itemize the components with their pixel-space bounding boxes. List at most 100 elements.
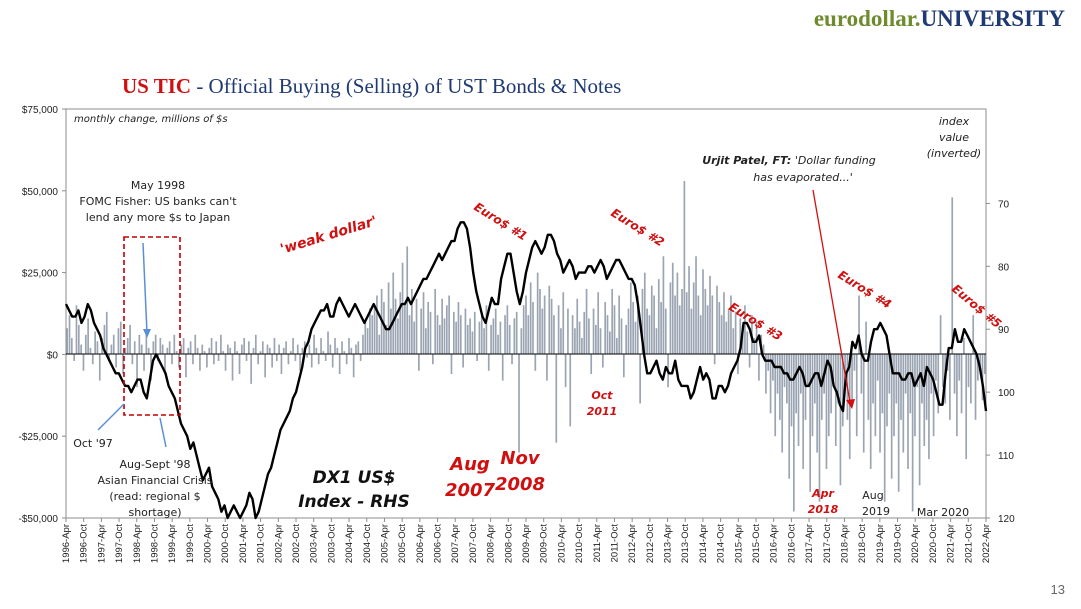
tic-bar: [965, 354, 968, 460]
may1998-highlight-box: [123, 236, 181, 416]
tic-bar: [252, 347, 255, 355]
tic-bar: [317, 354, 320, 365]
tic-bar: [567, 308, 569, 355]
tic-bar: [853, 354, 856, 371]
tic-bar: [385, 324, 388, 355]
tic-bar: [264, 354, 266, 378]
tic-bar: [832, 354, 835, 381]
may1998-line2: FOMC Fisher: US banks can't: [79, 195, 237, 208]
tic-bar: [560, 328, 562, 355]
left-tick-label: -$25,000: [19, 432, 59, 443]
tic-bar: [977, 354, 979, 381]
tic-bar: [506, 305, 509, 355]
right-tick-label: 120: [998, 514, 1015, 525]
brand-logo: eurodollar.UNIVERSITY: [814, 6, 1065, 32]
tic-bar: [527, 315, 530, 355]
tic-bar: [911, 354, 914, 512]
tic-bar: [522, 305, 525, 355]
tic-bar: [373, 305, 376, 355]
tic-bar: [625, 324, 627, 355]
tic-bar: [618, 295, 621, 355]
euro1-label: Euro$ #1: [471, 200, 529, 244]
tic-bar: [781, 354, 784, 453]
tic-bar: [602, 354, 604, 368]
tic-bar: [569, 354, 572, 427]
tic-bar: [98, 354, 101, 381]
tic-bar: [595, 324, 597, 355]
tic-bar: [357, 341, 360, 355]
left-tick-label: $50,000: [22, 187, 59, 198]
tic-bar: [806, 354, 809, 388]
tic-bar: [869, 354, 872, 469]
tic-bar: [620, 318, 623, 355]
tic-bar: [429, 311, 432, 355]
tic-bar: [266, 344, 269, 355]
tic-bar: [788, 354, 791, 479]
x-tick-label: 2008-Apr: [486, 524, 497, 563]
tic-bar: [213, 354, 215, 365]
tic-bar: [147, 347, 150, 355]
tic-bar: [329, 344, 332, 355]
euro4-label: Euro$ #4: [835, 268, 893, 312]
tic-bar: [166, 347, 169, 355]
tic-bar: [241, 344, 243, 355]
x-tick-label: 2004-Oct: [362, 524, 373, 563]
tic-bar: [578, 321, 581, 355]
tic-bar: [650, 285, 653, 355]
tic-bar: [809, 354, 811, 492]
tic-bar: [979, 354, 982, 371]
x-tick-label: 2012-Oct: [645, 524, 656, 563]
tic-bar: [939, 315, 942, 355]
x-tick-label: 2001-Apr: [238, 524, 249, 563]
tic-bar: [830, 354, 832, 414]
tic-bar: [483, 328, 485, 355]
tic-bar: [900, 354, 902, 420]
tic-bar: [310, 354, 313, 368]
nov2008-line2: 2008: [495, 474, 545, 495]
tic-bar: [80, 344, 82, 355]
tic-bar: [662, 256, 665, 355]
tic-bar: [972, 315, 975, 355]
x-tick-label: 2006-Apr: [415, 524, 426, 563]
tic-bar: [904, 354, 907, 394]
tic-bar: [795, 354, 798, 414]
tic-bar: [907, 354, 909, 469]
tic-bar: [699, 315, 702, 355]
tic-bar: [110, 344, 113, 355]
tic-bar: [84, 334, 87, 355]
tic-bar: [855, 354, 858, 437]
tic-bar: [140, 344, 143, 355]
brand-part1: eurodollar.: [813, 6, 921, 31]
tic-bar: [322, 351, 325, 355]
tic-bar: [690, 308, 693, 355]
tic-bar: [697, 295, 700, 355]
tic-bar: [476, 354, 478, 361]
tic-bar: [397, 318, 399, 355]
tic-bar: [762, 344, 765, 355]
tic-bar: [723, 292, 725, 355]
aug2007-line1: Aug: [448, 454, 490, 475]
tic-bar: [629, 282, 632, 355]
tic-bar: [341, 341, 343, 355]
tic-bar: [320, 338, 322, 355]
x-tick-label: 2000-Oct: [220, 524, 231, 563]
x-tick-label: 2017-Apr: [804, 524, 815, 563]
x-tick-label: 2011-Apr: [592, 524, 603, 562]
tic-bar: [124, 347, 127, 355]
mar2020-label: Mar 2020: [917, 506, 969, 519]
tic-bar: [234, 341, 236, 355]
tic-bar: [77, 324, 80, 355]
x-tick-label: 2005-Oct: [397, 524, 408, 563]
x-tick-label: 1996-Oct: [79, 524, 90, 563]
tic-bar: [308, 344, 311, 355]
tic-bar: [646, 308, 648, 355]
tic-bar: [872, 354, 874, 404]
tic-bar: [622, 354, 625, 378]
tic-bar: [546, 354, 548, 381]
tic-bar: [392, 272, 395, 355]
tic-bar: [348, 338, 350, 355]
tic-bar: [152, 341, 155, 355]
left-tick-label: $75,000: [22, 105, 59, 116]
tic-bar: [189, 341, 192, 355]
tic-bar: [790, 354, 793, 427]
